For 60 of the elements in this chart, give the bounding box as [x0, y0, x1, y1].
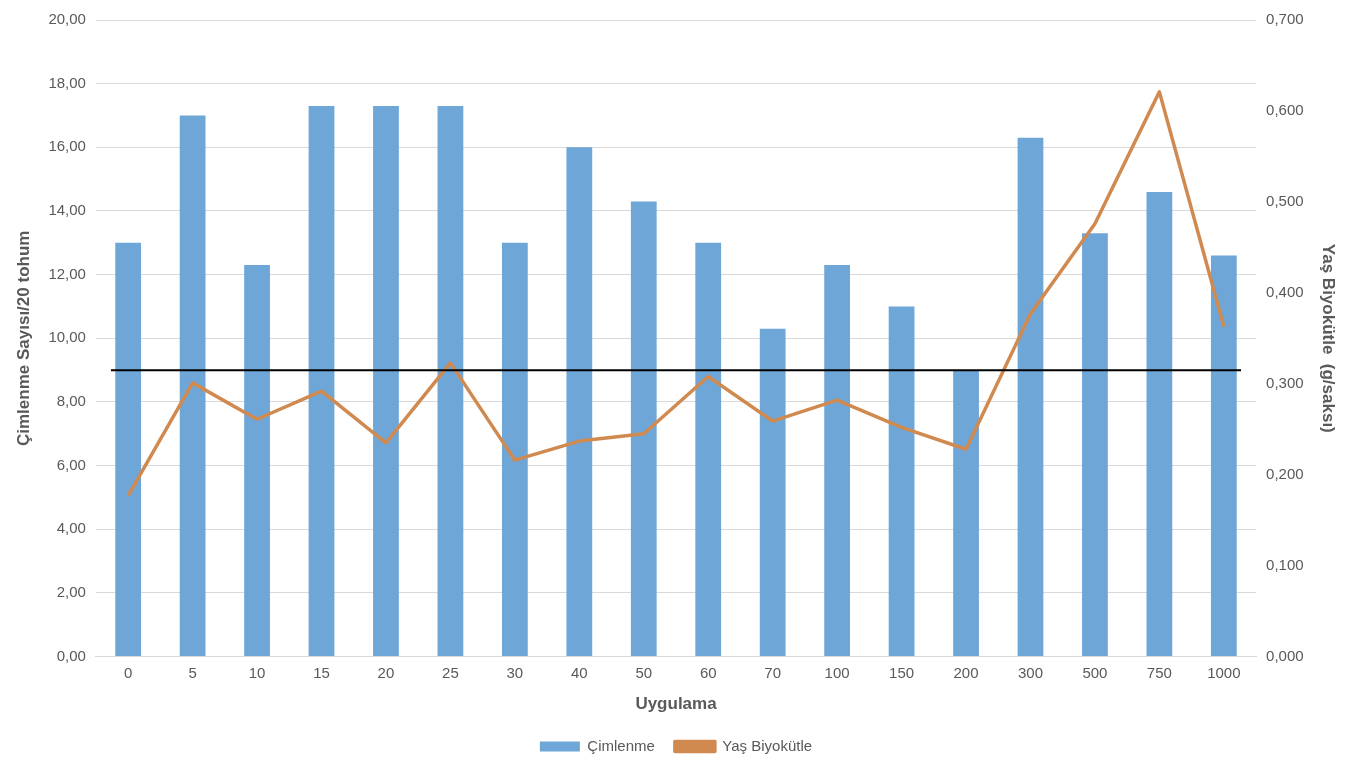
y-tick-label: 16,00 — [48, 137, 86, 155]
bar — [566, 147, 593, 657]
y-tick-label: 14,00 — [48, 201, 86, 219]
y2-tick-label: 0,500 — [1266, 192, 1304, 210]
x-tick-label: 150 — [889, 663, 915, 681]
x-tick-label: 500 — [1082, 663, 1108, 681]
bar — [373, 105, 399, 657]
x-tick-label: 5 — [188, 663, 197, 681]
x-tick-label: 25 — [442, 663, 459, 681]
legend-label: Yaş Biyokütle — [722, 736, 813, 754]
x-tick-label: 50 — [635, 663, 653, 681]
y-tick-label: 0,00 — [56, 646, 86, 664]
y-axis-title: Çimlenme Sayısı/20 tohum — [13, 230, 33, 446]
bar — [244, 265, 270, 657]
bar — [759, 328, 786, 657]
y-tick-label: 12,00 — [48, 264, 86, 282]
y-tick-label: 2,00 — [56, 583, 86, 601]
legend-label: Çimlenme — [587, 736, 655, 754]
bar — [630, 201, 657, 657]
bar — [1210, 255, 1237, 657]
bar — [888, 306, 915, 657]
x-axis-title: Uygulama — [635, 694, 718, 714]
x-tick-label: 750 — [1146, 663, 1172, 681]
bar — [1017, 137, 1044, 657]
bar — [695, 242, 722, 657]
y-tick-label: 6,00 — [56, 455, 86, 473]
x-tick-label: 70 — [764, 663, 782, 681]
bar — [1082, 233, 1108, 657]
x-tick-label: 40 — [570, 663, 588, 681]
y2-axis-title: Yaş Biyokütle (g/saksı) — [1319, 243, 1339, 433]
bar — [953, 370, 979, 657]
x-tick-label: 15 — [313, 663, 330, 681]
y2-tick-label: 0,600 — [1266, 101, 1304, 119]
bar — [115, 242, 142, 657]
y2-tick-label: 0,700 — [1266, 10, 1304, 28]
x-tick-label: 30 — [506, 663, 524, 681]
x-tick-label: 10 — [248, 663, 266, 681]
y2-tick-label: 0,200 — [1266, 464, 1304, 482]
x-tick-label: 100 — [824, 663, 850, 681]
x-tick-label: 0 — [123, 663, 133, 681]
bar — [824, 265, 851, 657]
y-tick-label: 18,00 — [48, 73, 86, 91]
x-tick-label: 60 — [699, 663, 717, 681]
y-tick-label: 8,00 — [56, 392, 86, 410]
bar — [179, 115, 206, 657]
bar — [437, 105, 464, 657]
y-tick-label: 10,00 — [48, 328, 86, 346]
bar — [1146, 191, 1173, 657]
y2-tick-label: 0,000 — [1266, 646, 1304, 664]
y2-tick-label: 0,100 — [1266, 555, 1304, 573]
y-tick-label: 4,00 — [56, 519, 86, 537]
x-tick-label: 1000 — [1207, 663, 1241, 681]
x-tick-label: 200 — [953, 663, 979, 681]
y-tick-label: 20,00 — [48, 10, 86, 28]
bar — [501, 242, 528, 657]
bar — [308, 105, 335, 657]
y2-tick-label: 0,300 — [1266, 373, 1304, 391]
y2-tick-label: 0,400 — [1266, 282, 1304, 300]
x-tick-label: 300 — [1017, 663, 1043, 681]
x-tick-label: 20 — [377, 663, 395, 681]
